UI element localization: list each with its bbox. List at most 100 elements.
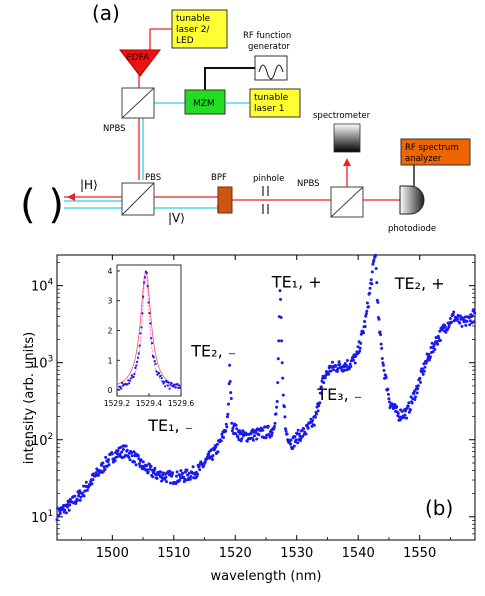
data-point	[336, 369, 339, 373]
inset-data-point	[168, 387, 171, 390]
data-point	[76, 498, 79, 502]
data-point	[127, 455, 131, 459]
data-point	[299, 437, 303, 440]
data-point	[78, 489, 82, 493]
inset-data-point	[170, 381, 173, 385]
data-point	[379, 342, 383, 346]
tunable-laser-2-line2: laser 2/	[176, 25, 211, 35]
data-point	[128, 458, 132, 462]
data-point	[266, 424, 270, 428]
data-point	[458, 321, 462, 325]
data-point	[471, 314, 474, 318]
data-point	[67, 508, 71, 512]
peak-label: TE₁, ₋	[147, 416, 193, 435]
data-point	[215, 442, 219, 446]
data-point	[336, 367, 340, 371]
data-point	[283, 415, 287, 419]
peak-label: TE₂, +	[394, 274, 445, 293]
data-point	[382, 369, 386, 372]
y-tick-label: 104	[31, 278, 54, 295]
data-point	[468, 319, 472, 323]
setup-diagram: (a) tunable laser 2/ LED EDFA RF functio…	[20, 1, 471, 234]
inset-data-point	[160, 377, 163, 380]
rf-generator-line1: RF function	[243, 31, 291, 41]
npbs-top-label: NPBS	[103, 124, 126, 134]
inset-data-point	[121, 381, 124, 385]
data-point	[294, 438, 298, 442]
data-point	[319, 385, 323, 389]
inset-y-tick-label: 4	[108, 267, 113, 276]
data-point	[349, 364, 353, 368]
data-point	[473, 311, 477, 315]
inset-data-point	[139, 332, 142, 335]
tunable-laser-1-box	[249, 88, 301, 118]
inset-data-point	[132, 375, 135, 378]
data-point	[63, 508, 67, 512]
data-point	[386, 392, 390, 396]
data-point	[381, 363, 385, 367]
data-point	[263, 425, 267, 429]
data-point	[245, 439, 249, 443]
data-point	[216, 450, 220, 454]
data-point	[406, 404, 410, 408]
data-point	[334, 364, 338, 368]
rf-generator-box	[254, 55, 288, 81]
data-point	[386, 387, 390, 391]
inset-data-point	[152, 356, 155, 359]
x-tick-label: 1530	[280, 546, 313, 561]
data-point	[255, 437, 259, 441]
data-point	[403, 413, 407, 417]
data-point	[409, 408, 412, 412]
data-point	[276, 357, 280, 361]
data-point	[77, 494, 81, 498]
data-point	[196, 472, 199, 476]
data-point	[181, 471, 185, 475]
data-point	[84, 480, 88, 484]
inset-data-point	[165, 381, 169, 384]
inset-data-point	[120, 387, 123, 390]
data-point	[338, 363, 342, 366]
data-point	[175, 470, 179, 474]
data-point	[368, 291, 372, 295]
edfa-label: EDFA	[126, 53, 150, 63]
data-point	[103, 467, 107, 471]
data-point	[284, 429, 288, 433]
data-point	[168, 481, 172, 485]
inset-data-point	[179, 386, 182, 389]
data-point	[187, 471, 191, 475]
data-point	[203, 460, 207, 464]
data-point	[377, 317, 381, 321]
data-point	[293, 435, 297, 439]
data-point	[279, 316, 283, 319]
data-point	[388, 400, 391, 404]
data-point	[130, 454, 134, 458]
data-point	[272, 427, 276, 431]
inset-data-point	[178, 384, 181, 387]
data-point	[374, 253, 378, 257]
data-point	[73, 494, 77, 498]
inset-data-point	[155, 370, 158, 373]
data-point	[64, 511, 68, 515]
data-point	[447, 323, 451, 327]
data-point	[289, 438, 293, 442]
inset-data-point	[136, 356, 140, 359]
data-point	[274, 412, 278, 416]
data-point	[375, 281, 379, 285]
panel-a-label: (a)	[92, 1, 120, 25]
data-point	[295, 432, 299, 436]
data-point	[327, 372, 331, 376]
data-point	[150, 468, 154, 472]
data-point	[387, 397, 391, 401]
data-point	[370, 270, 374, 274]
data-point	[197, 464, 201, 468]
data-point	[419, 380, 422, 384]
data-point	[437, 336, 441, 340]
data-point	[332, 368, 336, 372]
inset-data-point	[147, 301, 150, 304]
bpf-label: BPF	[211, 173, 227, 183]
data-point	[132, 450, 136, 454]
inset-data-point	[169, 383, 172, 386]
data-point	[137, 462, 141, 466]
data-point	[228, 363, 232, 367]
data-point	[211, 458, 214, 461]
